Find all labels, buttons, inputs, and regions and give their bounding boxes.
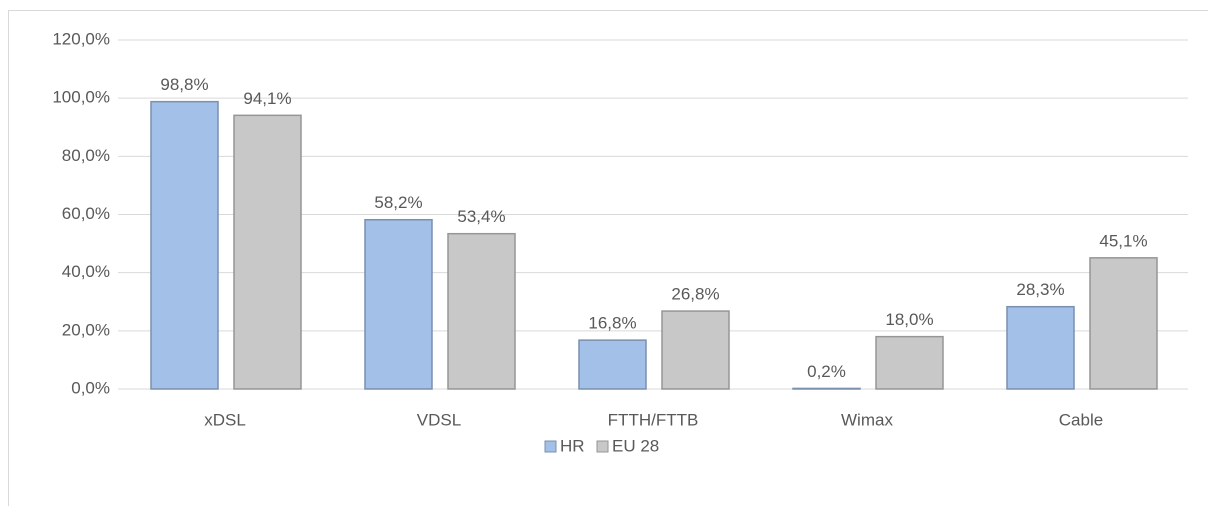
bar [792, 387, 861, 390]
data-label: 94,1% [243, 89, 291, 108]
x-tick-label: Cable [1059, 410, 1103, 429]
x-tick-label: Wimax [841, 410, 893, 429]
bar [447, 232, 516, 390]
legend-label: EU 28 [612, 436, 659, 455]
legend-swatch [596, 440, 609, 453]
y-tick-label: 20,0% [62, 320, 110, 339]
data-label: 16,8% [588, 314, 636, 333]
data-label: 28,3% [1016, 280, 1064, 299]
data-label: 26,8% [671, 285, 719, 304]
data-label: 18,0% [885, 310, 933, 329]
bar [875, 335, 944, 390]
bar [578, 339, 647, 390]
data-label: 45,1% [1099, 231, 1147, 250]
data-label: 0,2% [807, 362, 846, 381]
bar [150, 100, 219, 390]
data-label: 53,4% [457, 207, 505, 226]
y-tick-label: 80,0% [62, 146, 110, 165]
y-tick-label: 100,0% [52, 88, 110, 107]
data-label: 58,2% [374, 193, 422, 212]
legend-swatch [544, 440, 557, 453]
bar [364, 218, 433, 390]
y-tick-label: 120,0% [52, 29, 110, 48]
y-tick-label: 40,0% [62, 262, 110, 281]
y-tick-label: 60,0% [62, 204, 110, 223]
y-tick-label: 0,0% [71, 378, 110, 397]
data-label: 98,8% [160, 75, 208, 94]
legend-label: HR [560, 436, 585, 455]
x-tick-label: VDSL [417, 410, 461, 429]
x-tick-label: FTTH/FTTB [608, 410, 699, 429]
bar [661, 310, 730, 390]
bar [1089, 257, 1158, 390]
chart-frame [8, 10, 1208, 506]
bar [1006, 305, 1075, 390]
x-tick-label: xDSL [204, 410, 246, 429]
bar [233, 114, 302, 390]
